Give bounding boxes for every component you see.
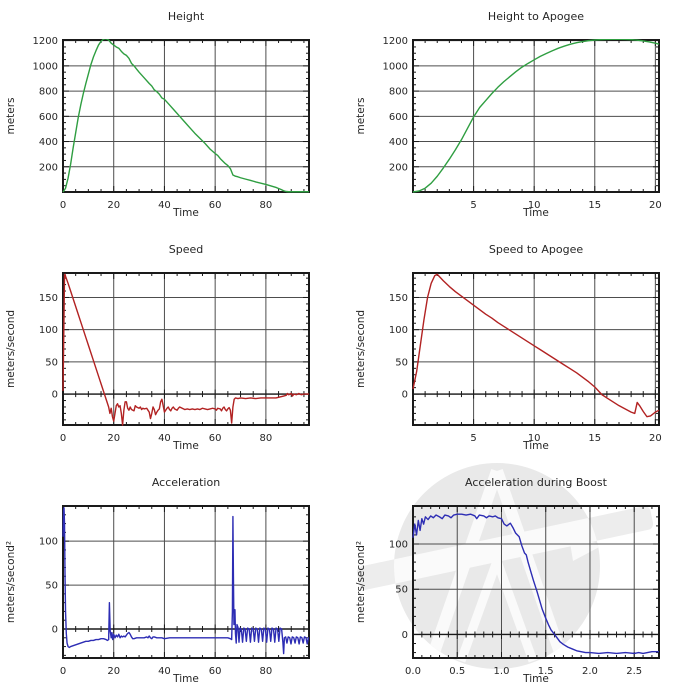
y-tick-label: 100: [389, 325, 408, 336]
y-axis-label: meters: [5, 97, 17, 134]
panel-height: 0 20 40 60 80 200 400 600 800 1000 1200 Height Time m…: [0, 0, 350, 232]
y-axis-label: meters: [355, 97, 367, 134]
y-tick-label: 50: [395, 357, 408, 368]
panel-acceleration-during-boost: 0.0 0.5 1.0 1.5 2.0 2.5 0 50 100 Acceleration dur…: [350, 466, 700, 698]
chart-title: Acceleration during Boost: [465, 476, 608, 489]
y-tick-label: 200: [39, 162, 58, 173]
y-tick-label: 50: [395, 585, 408, 596]
y-tick-label: 0: [402, 630, 408, 641]
x-tick-label: 80: [260, 200, 273, 211]
y-tick-label: 1000: [383, 61, 408, 72]
x-tick-label: 80: [260, 666, 273, 677]
y-tick-label: 0: [52, 390, 58, 401]
x-tick-label: 0: [60, 433, 66, 444]
y-tick-label: 100: [389, 540, 408, 551]
y-tick-label: 150: [39, 293, 58, 304]
y-tick-label: 50: [45, 581, 58, 592]
x-tick-label: 2.5: [626, 666, 642, 677]
acceleration-during-boost-chart: 0.0 0.5 1.0 1.5 2.0 2.5 0 50 100 Acceleration dur…: [355, 476, 660, 685]
y-axis-label: meters/second²: [355, 541, 367, 623]
y-tick-label: 200: [389, 162, 408, 173]
panel-acceleration: 0 20 40 60 80 0 50 100 Acceleration Time meters/se…: [0, 466, 350, 698]
x-tick-label: 1.0: [494, 666, 510, 677]
x-tick-label: 60: [209, 666, 222, 677]
y-tick-label: 800: [39, 87, 58, 98]
x-tick-label: 60: [209, 200, 222, 211]
panel-speed: 0 20 40 60 80 0 50 100 150 Speed Time meters/second: [0, 233, 350, 465]
chart-title: Speed: [169, 243, 203, 256]
y-tick-label: 0: [52, 625, 58, 636]
acceleration_boost-line: [412, 513, 659, 655]
y-tick-label: 1200: [383, 36, 408, 47]
x-axis-label: Time: [522, 440, 549, 452]
x-tick-label: 0: [60, 666, 66, 677]
x-tick-label: 5: [470, 433, 476, 444]
acceleration-line: [62, 507, 310, 655]
chart-title: Speed to Apogee: [489, 243, 584, 256]
x-axis-label: Time: [172, 440, 199, 452]
chart-title: Height: [168, 10, 205, 23]
x-tick-label: 40: [158, 200, 171, 211]
y-tick-label: 100: [39, 537, 58, 548]
x-tick-label: 0.5: [449, 666, 465, 677]
x-tick-label: 20: [107, 666, 120, 677]
x-tick-label: 80: [260, 433, 273, 444]
speed_apogee-line: [412, 273, 660, 418]
y-axis-label: meters/second: [5, 310, 17, 388]
chart-title: Height to Apogee: [488, 10, 584, 23]
y-tick-label: 150: [389, 293, 408, 304]
y-tick-label: 600: [389, 112, 408, 123]
acceleration-chart: 0 20 40 60 80 0 50 100 Acceleration Time meters/se…: [5, 476, 310, 685]
x-tick-label: 15: [588, 433, 601, 444]
height-chart: 0 20 40 60 80 200 400 600 800 1000 1200 Height Time m…: [5, 10, 310, 219]
x-axis-label: Time: [522, 207, 549, 219]
y-tick-label: 1200: [33, 36, 58, 47]
x-tick-label: 20: [649, 200, 662, 211]
x-axis-label: Time: [522, 673, 549, 685]
y-axis-label: meters/second²: [5, 541, 17, 623]
x-tick-label: 20: [107, 433, 120, 444]
height-to-apogee-chart: 5 10 15 20 200 400 600 800 1000 1200 Height to Apo…: [355, 10, 662, 219]
x-tick-label: 40: [158, 433, 171, 444]
x-tick-label: 10: [528, 200, 541, 211]
x-tick-label: 5: [470, 200, 476, 211]
y-tick-label: 600: [39, 112, 58, 123]
y-tick-label: 400: [389, 137, 408, 148]
panel-speed-to-apogee: 5 10 15 20 0 50 100 150 Speed to Apogee Time meter…: [350, 233, 700, 465]
x-tick-label: 0: [60, 200, 66, 211]
x-tick-label: 60: [209, 433, 222, 444]
height_apogee-line: [412, 39, 660, 193]
y-axis-label: meters/second: [355, 310, 367, 388]
y-tick-label: 400: [39, 137, 58, 148]
x-tick-label: 10: [528, 433, 541, 444]
x-axis-label: Time: [172, 207, 199, 219]
y-tick-label: 800: [389, 87, 408, 98]
x-tick-label: 1.5: [538, 666, 554, 677]
y-tick-label: 0: [402, 390, 408, 401]
speed-line: [62, 273, 309, 426]
chart-title: Acceleration: [152, 476, 220, 489]
x-tick-label: 15: [588, 200, 601, 211]
x-tick-label: 40: [158, 666, 171, 677]
y-tick-label: 100: [39, 325, 58, 336]
x-axis-label: Time: [172, 673, 199, 685]
y-tick-label: 50: [45, 357, 58, 368]
x-tick-label: 20: [107, 200, 120, 211]
speed-chart: 0 20 40 60 80 0 50 100 150 Speed Time meters/second: [5, 243, 310, 452]
speed-to-apogee-chart: 5 10 15 20 0 50 100 150 Speed to Apogee Time meter…: [355, 243, 662, 452]
x-tick-label: 0.0: [405, 666, 421, 677]
height-line: [62, 39, 309, 193]
panel-height-to-apogee: 5 10 15 20 200 400 600 800 1000 1200 Height to Apo…: [350, 0, 700, 232]
x-tick-label: 2.0: [582, 666, 598, 677]
y-tick-label: 1000: [33, 61, 58, 72]
x-tick-label: 20: [649, 433, 662, 444]
